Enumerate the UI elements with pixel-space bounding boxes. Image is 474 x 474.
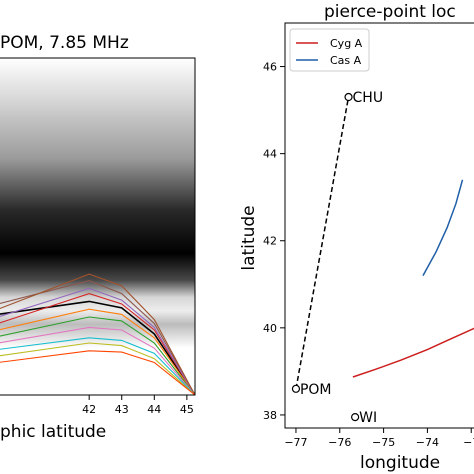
right-y-tick-label-4: 46 xyxy=(263,61,277,74)
legend-cas-a-label: Cas A xyxy=(330,54,362,67)
left-series-line-4 xyxy=(0,316,196,396)
left-series-line-3 xyxy=(0,308,196,396)
right-x-tick-label-2: −75 xyxy=(372,436,395,449)
legend-cyg-a-label: Cyg A xyxy=(330,37,363,50)
series-cas-a-line xyxy=(422,179,464,276)
right-x-tick-label-3: −74 xyxy=(416,436,439,449)
right-y-tick-label-1: 40 xyxy=(263,322,277,335)
left-series-line-6 xyxy=(0,326,196,396)
left-axes-frame xyxy=(0,57,196,396)
right-x-label: longitude xyxy=(360,453,440,473)
left-series-line-10 xyxy=(0,350,196,396)
right-x-tick-label-4: −7 xyxy=(463,436,474,449)
station-wi-marker xyxy=(351,413,360,422)
right-x-tick-label-0: −77 xyxy=(284,436,307,449)
station-pom-label: POM xyxy=(300,382,332,398)
left-x-tick-label-3: 45 xyxy=(180,403,194,416)
right-title: pierce-point loc xyxy=(324,2,456,22)
left-x-tick-label-2: 44 xyxy=(147,403,161,416)
left-series-line-1 xyxy=(0,293,196,396)
station-chu-label: CHU xyxy=(353,90,384,106)
left-panel: POM, 7.85 MHz 42 43 44 45 phic latitude xyxy=(0,33,196,442)
left-x-ticks: 42 43 44 45 xyxy=(82,395,194,416)
left-x-tick-label-0: 42 xyxy=(82,403,96,416)
left-series-line-5 xyxy=(0,287,196,396)
station-wi-label: WI xyxy=(359,410,377,426)
station-chu-marker xyxy=(344,92,353,102)
right-y-tick-label-2: 42 xyxy=(263,235,277,248)
left-series-group xyxy=(0,273,196,396)
left-x-tick-label-1: 43 xyxy=(115,403,129,416)
left-series-line-2 xyxy=(0,280,196,396)
left-series-line-0 xyxy=(0,300,196,396)
legend: Cyg A Cas A xyxy=(289,28,370,72)
left-series-line-7 xyxy=(0,337,196,396)
right-y-tick-label-3: 44 xyxy=(263,148,277,161)
series-cyg-a-line xyxy=(352,327,474,378)
right-plot-area: CHU POM WI xyxy=(291,90,474,426)
right-x-tick-label-1: −76 xyxy=(328,436,351,449)
left-title: POM, 7.85 MHz xyxy=(0,33,129,53)
left-series-line-9 xyxy=(0,273,196,396)
station-link-line xyxy=(295,96,350,389)
left-x-label: phic latitude xyxy=(0,422,106,442)
right-y-tick-label-0: 38 xyxy=(263,409,277,422)
station-pom-marker xyxy=(291,384,301,393)
right-y-label: latitude xyxy=(239,205,259,270)
left-series-line-8 xyxy=(0,342,196,396)
right-axes-frame xyxy=(284,22,474,429)
right-ticks: −77 −76 −75 −74 −7 38 40 42 44 46 xyxy=(263,61,474,449)
